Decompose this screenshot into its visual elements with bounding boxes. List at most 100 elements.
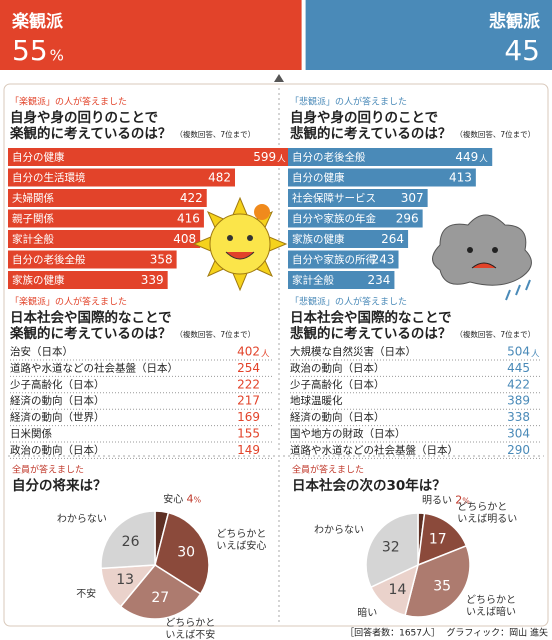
value-label: 155 [237,427,260,441]
chart-title: 楽観的に考えているのは？ [9,325,171,342]
slice-label: わからない [57,514,107,526]
subtitle: 全員が答えました [292,464,364,476]
category-label: 家族の健康 [292,233,345,246]
value-label: 296 [396,212,419,226]
category-label: 地球温暖化 [290,394,343,407]
category-label: 親子関係 [12,212,54,225]
value-label: 254 [237,361,260,375]
bar [8,209,204,228]
slice-value: 30 [177,545,195,561]
slice-label: どちらかと いえば安心 [216,529,266,553]
slice-name: 暗い [357,608,378,620]
slice-label: どちらかと いえば明るい [457,502,517,526]
unit-label: 人 [261,350,270,360]
value-label: 445 [507,361,530,375]
bar [8,189,207,207]
pessimist-band [305,0,552,70]
slice-label: どちらかと いえば暗い [466,595,516,619]
slice-name: どちらかと いえば不安 [165,618,216,640]
value-label: 599 [253,150,276,164]
subtitle: 「楽観派」の人が答えました [10,96,127,108]
slice-name: 不安 [76,588,97,600]
optimist-band [0,0,302,70]
bar [288,209,423,228]
bar [288,271,395,289]
value-label: 482 [208,171,231,185]
slice-name: わからない [313,524,364,536]
slice-name: 安心 [163,494,184,506]
bar [8,148,291,166]
bar [288,230,409,248]
sun [192,196,288,292]
pie-slice [100,510,156,570]
slice-value: 17 [429,532,447,548]
bar [288,148,493,166]
category-label: 経済の動向（世界） [10,411,105,424]
value-label: 217 [237,394,260,408]
slice-name: どちらかと いえば暗い [466,595,516,619]
chart-title: 日本社会や国際的なことで [290,309,452,326]
slice-value: 2 [455,493,463,507]
pessimist-value: 45 [504,34,540,67]
pie-slice [119,564,202,620]
value-label: 290 [507,443,530,457]
slice-unit: % [462,496,470,506]
slice-label: 明るい 2% [422,493,470,508]
value-label: 222 [237,377,260,391]
credit: グラフィック：岡山 進矢 [446,627,548,639]
slice-label: 暗い [357,608,377,620]
category-label: 夫婦関係 [12,193,54,205]
slice-value: 14 [389,582,407,598]
category-label: 家計全般 [12,233,54,246]
value-label: 149 [237,443,260,457]
pie-slice [365,512,419,589]
category-label: 家族の健康 [12,274,65,287]
category-label: 道路や水道などの社会基盤（日本） [290,443,458,456]
category-label: 少子高齢化（日本） [290,378,385,391]
slice-value: 27 [151,590,169,606]
unit-label: 人 [479,155,488,165]
value-label: 358 [150,253,173,267]
pie-slice [404,544,471,618]
chart-title: 自身や身の回りのことで [290,109,438,126]
slice-name: どちらかと いえば安心 [216,528,267,552]
category-label: 政治の動向（日本） [290,361,385,374]
value-label: 338 [507,410,530,424]
bar [8,271,168,289]
category-label: 自分の老後全般 [12,253,86,266]
subtitle: 「悲観派」の人が答えました [290,296,407,308]
value-label: 307 [401,191,424,205]
slice-value: 32 [382,540,400,556]
bar [288,168,476,187]
category-label: 大規模な自然災害（日本） [290,345,416,358]
value-label: 416 [177,212,200,226]
marker [274,74,284,82]
pie-slice [154,511,210,595]
slice-label: 安心 4% [163,493,201,506]
slice-name: 明るい [422,495,453,507]
value-label: 449 [455,150,478,164]
category-label: 自分の健康 [292,171,345,184]
chart-title: 悲観的に考えているのは？ [290,325,451,342]
category-label: 国や地方の財政（日本） [290,427,406,440]
value-label: 413 [449,171,472,185]
value-label: 264 [381,232,404,246]
chart-title: 悲観的に考えているのは？ [290,125,451,142]
chart-title: 自分の将来は？ [12,477,107,494]
pessimist-label: 悲観派 [489,11,541,32]
category-label: 道路や水道などの社会基盤（日本） [10,361,178,374]
pie-slice [417,512,468,567]
chart-title: 日本社会や国際的なことで [10,309,172,326]
optimist-unit: % [50,47,64,65]
category-label: 経済の動向（日本） [290,411,385,424]
value-label: 304 [507,427,530,441]
slice-label: わからない [314,525,364,537]
unit-label: 人 [531,350,540,360]
category-label: 経済の動向（日本） [10,394,105,407]
value-label: 504 [507,345,530,359]
value-label: 402 [237,345,260,359]
category-label: 家計全般 [292,274,334,287]
category-label: 政治の動向（日本） [10,443,105,456]
category-label: 自分の健康 [12,151,65,164]
